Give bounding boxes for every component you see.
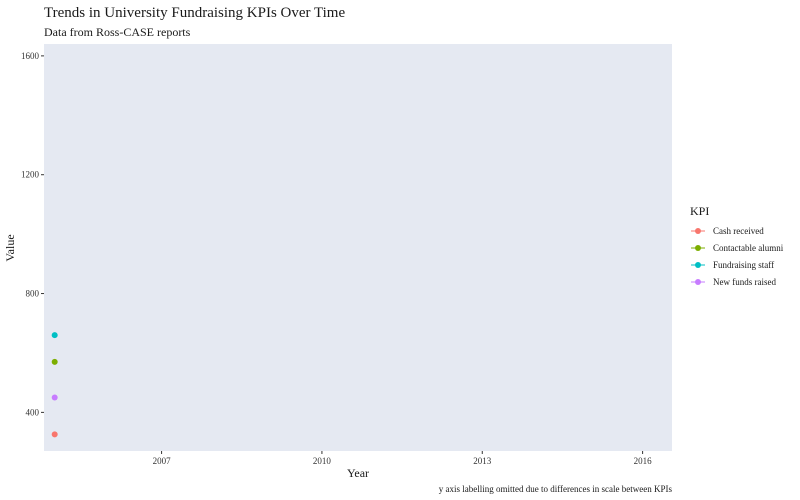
legend-item-label: New funds raised [713,277,776,287]
legend-key-dot [695,262,701,268]
legend: KPI Cash received Contactable alumni Fundr… [690,204,784,287]
data-points [51,332,58,438]
legend-item-label: Cash received [713,226,764,236]
y-tick-label: 1200 [21,170,40,180]
legend-title: KPI [690,204,709,218]
chart-caption: y axis labelling omitted due to differen… [439,484,673,494]
data-point [51,394,58,401]
x-tick-label: 2007 [153,456,172,466]
y-tick-label: 800 [26,289,40,299]
legend-key-dot [695,228,701,234]
y-axis-label: Value [3,234,17,261]
legend-key-dot [695,279,701,285]
data-point [51,431,58,438]
y-axis: 400 800 1200 1600 [21,51,44,417]
chart-subtitle: Data from Ross-CASE reports [44,25,191,39]
legend-key-dot [695,245,701,251]
x-axis: 2007 2010 2013 2016 [153,451,653,466]
data-point [51,332,58,339]
x-tick-label: 2013 [473,456,492,466]
legend-item-label: Fundraising staff [713,260,774,270]
x-tick-label: 2016 [634,456,653,466]
y-tick-label: 400 [26,407,40,417]
plot-panel [44,44,672,451]
x-tick-label: 2010 [313,456,332,466]
x-axis-label: Year [347,466,369,480]
legend-item-label: Contactable alumni [713,243,784,253]
chart-title: Trends in University Fundraising KPIs Ov… [44,5,345,21]
y-tick-label: 1600 [21,51,40,61]
data-point [51,358,58,365]
